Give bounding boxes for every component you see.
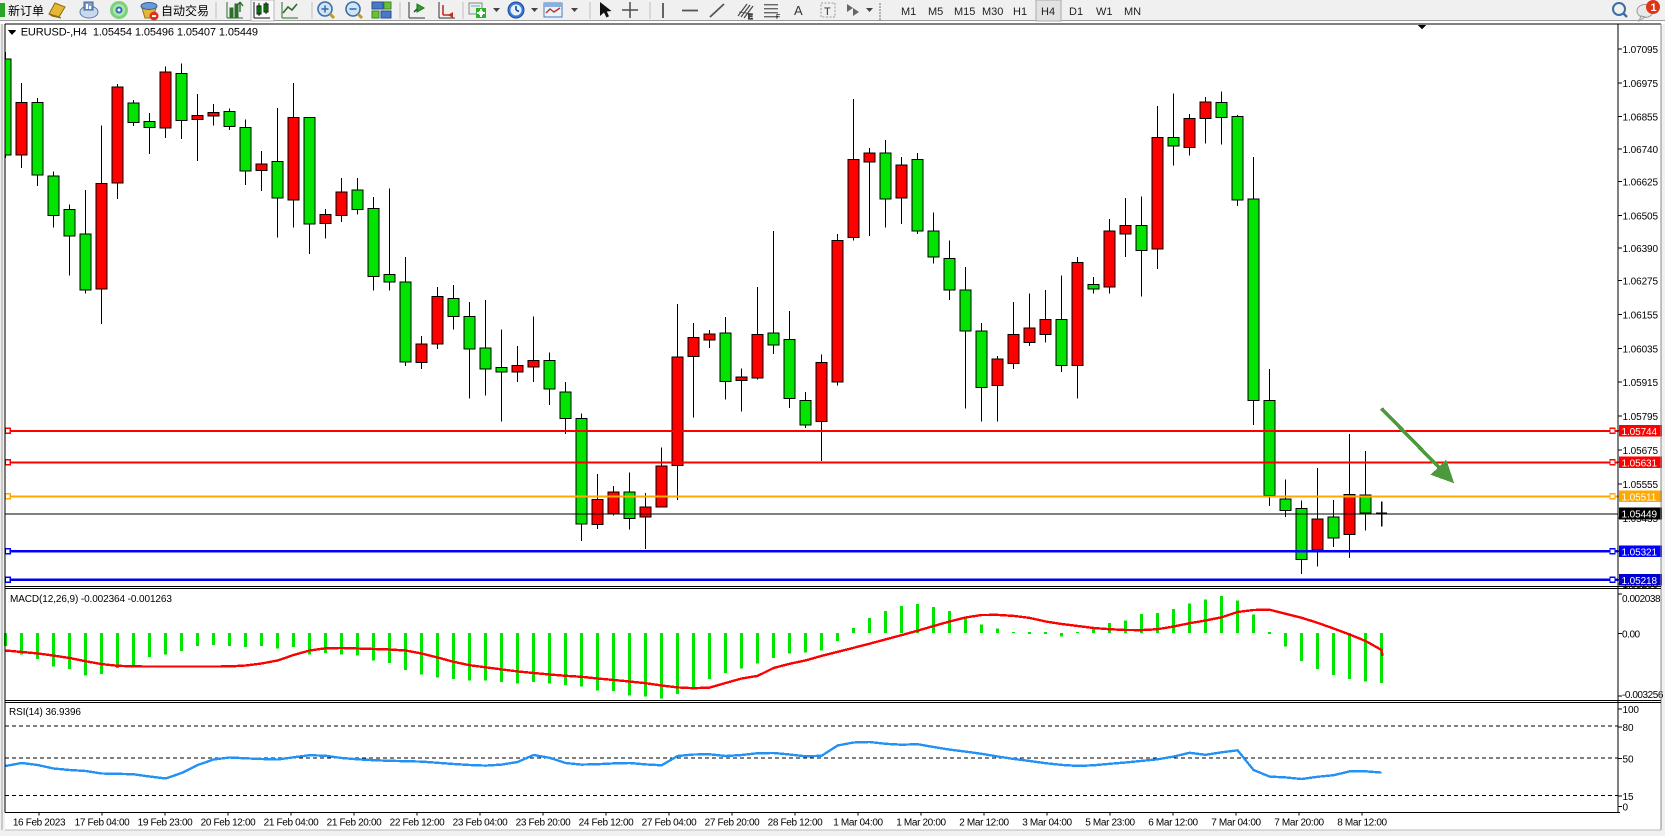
svg-text:H1: H1 (1013, 6, 1027, 18)
svg-text:M15: M15 (954, 6, 975, 18)
svg-text:1.06035: 1.06035 (1623, 344, 1659, 355)
svg-text:20 Feb 12:00: 20 Feb 12:00 (201, 818, 257, 829)
svg-text:1.06855: 1.06855 (1623, 113, 1659, 124)
svg-text:F: F (776, 14, 780, 21)
svg-text:23 Feb 04:00: 23 Feb 04:00 (453, 818, 509, 829)
svg-text:19 Feb 23:00: 19 Feb 23:00 (138, 818, 194, 829)
svg-text:16 Feb 2023: 16 Feb 2023 (13, 818, 66, 829)
svg-text:0: 0 (1623, 803, 1629, 814)
svg-text:H4: H4 (1041, 6, 1055, 18)
svg-text:1: 1 (1651, 2, 1657, 14)
svg-text:15: 15 (1623, 792, 1634, 803)
svg-text:27 Feb 20:00: 27 Feb 20:00 (705, 818, 761, 829)
svg-text:1.06275: 1.06275 (1623, 277, 1659, 288)
svg-text:23 Feb 20:00: 23 Feb 20:00 (516, 818, 572, 829)
svg-text:1.07095: 1.07095 (1623, 45, 1659, 56)
svg-text:M1: M1 (901, 6, 916, 18)
svg-text:M5: M5 (928, 6, 943, 18)
svg-text:1.05915: 1.05915 (1623, 378, 1659, 389)
svg-text:1.05321: 1.05321 (1622, 547, 1658, 558)
svg-text:0.002038: 0.002038 (1622, 594, 1661, 605)
svg-text:1 Mar 04:00: 1 Mar 04:00 (833, 818, 883, 829)
svg-text:28 Feb 12:00: 28 Feb 12:00 (768, 818, 824, 829)
svg-text:80: 80 (1623, 723, 1634, 734)
svg-text:1.05200: 1.05200 (1623, 580, 1659, 591)
svg-text:1.06625: 1.06625 (1623, 178, 1659, 189)
svg-text:1.05795: 1.05795 (1623, 412, 1659, 423)
svg-text:1.05631: 1.05631 (1622, 459, 1658, 470)
svg-text:0.00: 0.00 (1622, 629, 1641, 640)
svg-text:50: 50 (1623, 755, 1634, 766)
svg-text:100: 100 (1623, 705, 1640, 716)
svg-text:1.06975: 1.06975 (1623, 79, 1659, 90)
svg-text:MACD(12,26,9) -0.002364 -0.001: MACD(12,26,9) -0.002364 -0.001263 (10, 594, 172, 605)
svg-text:RSI(14) 36.9396: RSI(14) 36.9396 (9, 707, 81, 718)
svg-text:D1: D1 (1069, 6, 1083, 18)
svg-text:21 Feb 04:00: 21 Feb 04:00 (264, 818, 320, 829)
svg-text:EURUSD-,H4 1.05454 1.05496 1.: EURUSD-,H4 1.05454 1.05496 1.05407 1.054… (21, 27, 258, 39)
svg-text:21 Feb 20:00: 21 Feb 20:00 (327, 818, 383, 829)
svg-text:A: A (794, 3, 803, 18)
svg-text:1.05744: 1.05744 (1622, 427, 1658, 438)
svg-text:新订单: 新订单 (8, 3, 44, 18)
svg-text:17 Feb 04:00: 17 Feb 04:00 (75, 818, 131, 829)
svg-text:6 Mar 12:00: 6 Mar 12:00 (1148, 818, 1198, 829)
svg-text:3 Mar 04:00: 3 Mar 04:00 (1022, 818, 1072, 829)
svg-text:1.05555: 1.05555 (1623, 480, 1659, 491)
svg-text:W1: W1 (1096, 6, 1113, 18)
svg-text:24 Feb 12:00: 24 Feb 12:00 (579, 818, 635, 829)
svg-text:1 Mar 20:00: 1 Mar 20:00 (896, 818, 946, 829)
svg-text:7 Mar 04:00: 7 Mar 04:00 (1211, 818, 1261, 829)
svg-text:1.05675: 1.05675 (1623, 446, 1659, 457)
svg-text:2 Mar 12:00: 2 Mar 12:00 (959, 818, 1009, 829)
svg-text:1.06155: 1.06155 (1623, 310, 1659, 321)
svg-text:8 Mar 12:00: 8 Mar 12:00 (1337, 818, 1387, 829)
svg-text:5 Mar 23:00: 5 Mar 23:00 (1085, 818, 1135, 829)
svg-text:M30: M30 (982, 6, 1003, 18)
svg-text:1.05511: 1.05511 (1622, 493, 1657, 504)
svg-text:MN: MN (1124, 6, 1141, 18)
svg-text:1.05449: 1.05449 (1622, 510, 1658, 521)
svg-text:1.06390: 1.06390 (1623, 244, 1659, 255)
svg-text:1.06505: 1.06505 (1623, 212, 1659, 223)
svg-text:自动交易: 自动交易 (161, 3, 209, 18)
svg-text:1.05218: 1.05218 (1622, 576, 1658, 587)
svg-text:22 Feb 12:00: 22 Feb 12:00 (390, 818, 446, 829)
svg-text:27 Feb 04:00: 27 Feb 04:00 (642, 818, 698, 829)
svg-text:7 Mar 20:00: 7 Mar 20:00 (1274, 818, 1324, 829)
svg-text:T: T (824, 6, 831, 18)
svg-text:E: E (748, 14, 753, 21)
svg-text:1.06740: 1.06740 (1623, 145, 1659, 156)
svg-text:-0.003256: -0.003256 (1622, 690, 1664, 701)
